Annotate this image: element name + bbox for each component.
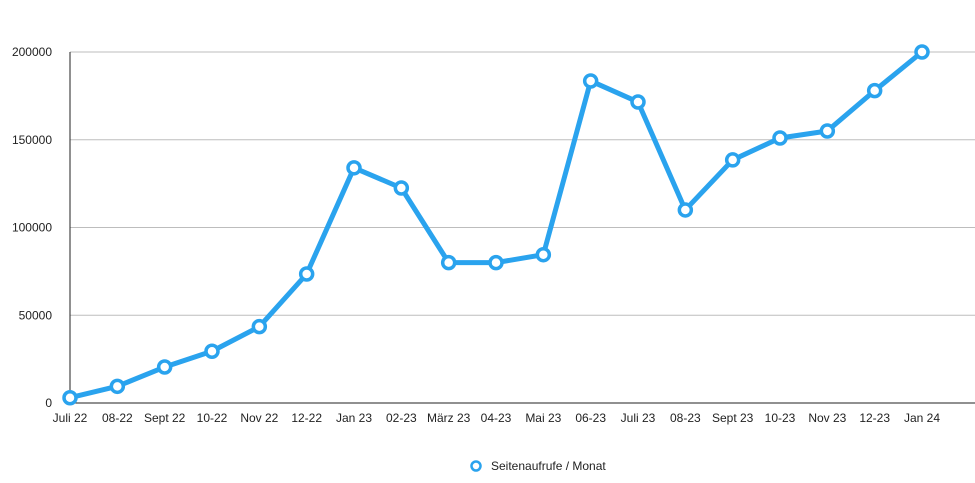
y-tick-label: 150000 [12, 133, 52, 147]
data-point [488, 254, 504, 271]
data-point [914, 44, 930, 60]
data-point [251, 318, 268, 335]
x-tick-label: Juli 23 [621, 411, 656, 425]
data-point [535, 246, 552, 263]
x-tick-label: Jan 24 [904, 411, 940, 425]
x-tick-label: Juli 22 [53, 411, 88, 425]
series-line [67, 49, 925, 401]
data-point [440, 254, 457, 271]
axes [69, 52, 975, 404]
x-axis-ticks: Juli 22 08-22 Sept 22 10-22 Nov 22 12-22 Jan 2… [53, 411, 941, 425]
data-point [866, 82, 883, 99]
data-point [677, 202, 694, 218]
y-tick-label: 50000 [19, 308, 53, 322]
x-tick-label: 04-23 [481, 411, 512, 425]
x-tick-label: März 23 [427, 411, 471, 425]
x-tick-label: 10-22 [197, 411, 228, 425]
data-point [109, 378, 126, 395]
series-group [62, 44, 930, 406]
x-tick-label: 12-22 [291, 411, 322, 425]
x-tick-label: 08-23 [670, 411, 701, 425]
y-tick-label: 100000 [12, 221, 52, 235]
x-tick-label: Sept 22 [144, 411, 186, 425]
legend-marker-icon [470, 460, 482, 472]
x-tick-label: Jan 23 [336, 411, 372, 425]
x-tick-label: Nov 23 [808, 411, 846, 425]
x-tick-label: Sept 23 [712, 411, 754, 425]
x-tick-label: 10-23 [765, 411, 796, 425]
legend-label: Seitenaufrufe / Monat [491, 459, 606, 473]
data-point [772, 130, 788, 146]
legend: Seitenaufrufe / Monat [470, 459, 606, 473]
y-tick-label: 200000 [12, 45, 52, 59]
y-axis-ticks: 0 50000 100000 150000 200000 [12, 45, 52, 410]
data-point [393, 180, 410, 196]
data-point [582, 73, 599, 89]
x-tick-label: Mai 23 [525, 411, 561, 425]
x-tick-label: Nov 22 [240, 411, 278, 425]
data-point [298, 266, 315, 282]
x-tick-label: 08-22 [102, 411, 133, 425]
data-point [156, 359, 173, 375]
x-tick-label: 12-23 [859, 411, 890, 425]
y-tick-label: 0 [45, 396, 52, 410]
data-point [819, 123, 836, 139]
data-point [346, 160, 362, 176]
data-point [204, 343, 220, 359]
grid-lines [70, 51, 975, 316]
x-tick-label: 02-23 [386, 411, 417, 425]
data-point [630, 94, 646, 110]
x-tick-label: 06-23 [575, 411, 606, 425]
data-point [724, 152, 741, 168]
data-point [62, 389, 78, 406]
